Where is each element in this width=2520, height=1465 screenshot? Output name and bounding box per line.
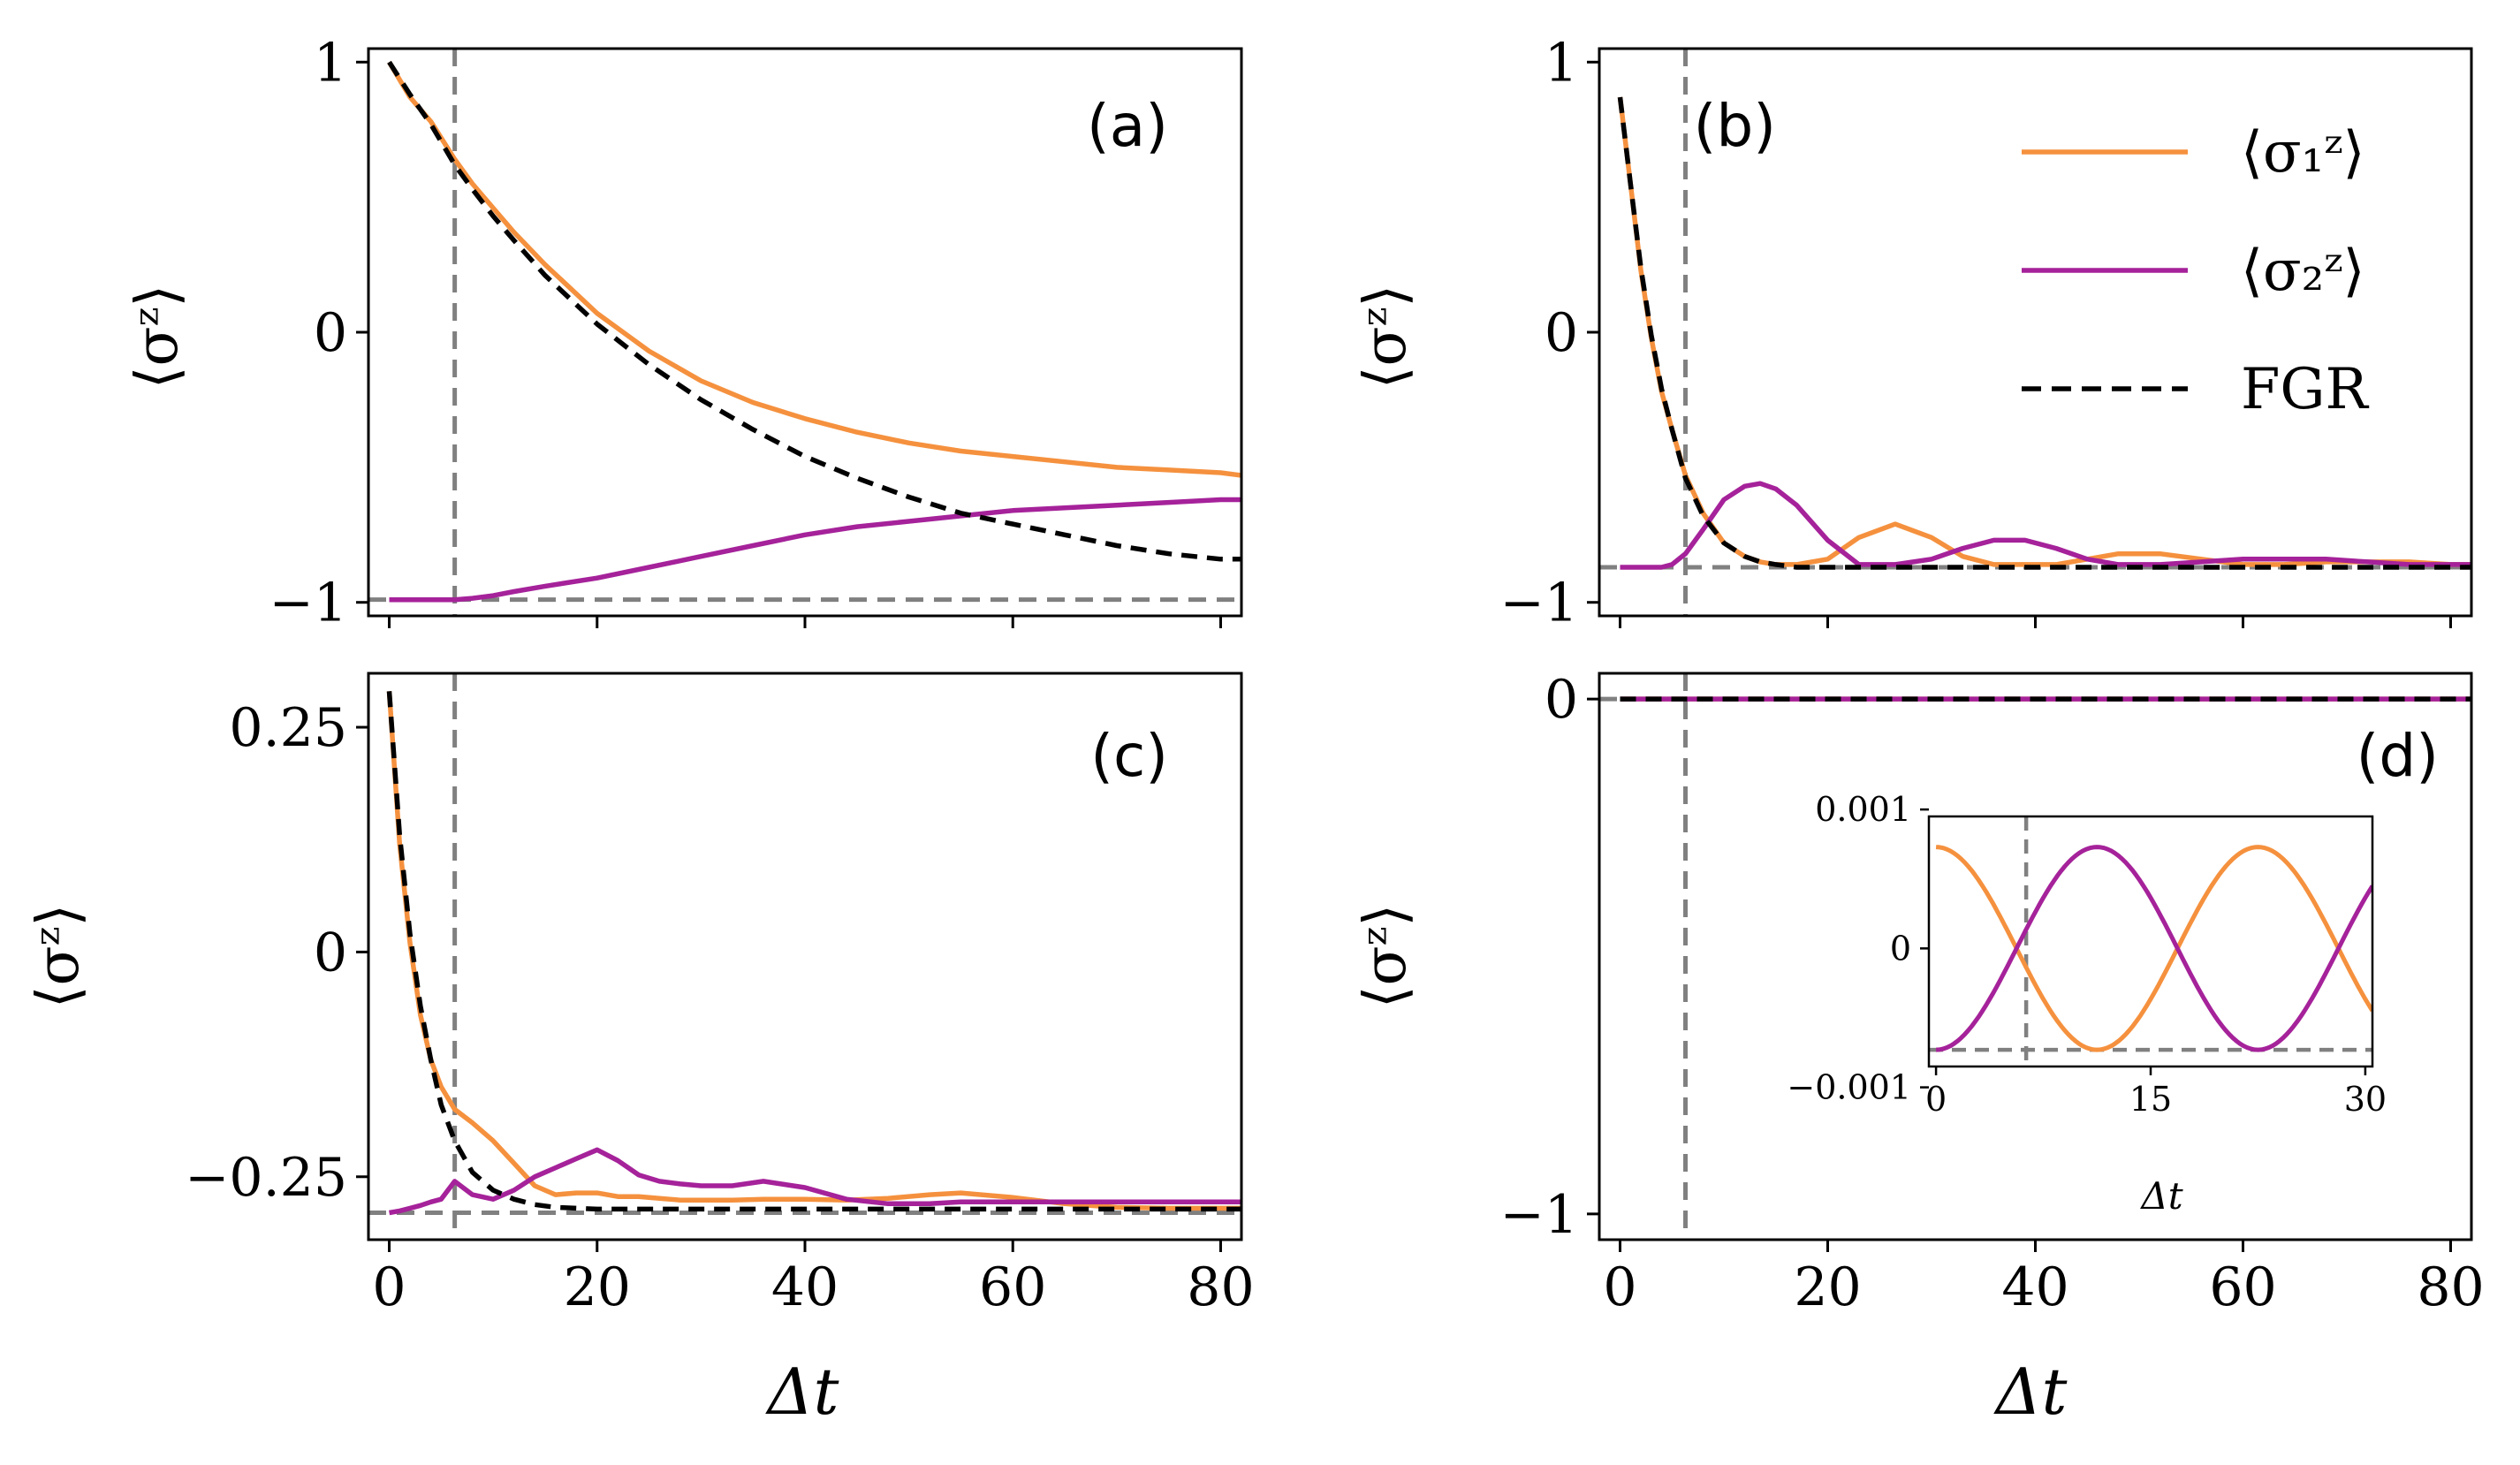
x-tick-label-c-40: 40 [771,1256,839,1318]
y-tick-label-inset-2: −0.001 [1787,1068,1911,1107]
x-tick-label-c-80: 80 [1187,1256,1254,1318]
panel-a: (a) ⟨σᶻ⟩ [123,92,1168,389]
series-a-sigma2 [389,497,1241,603]
y-tick-label-c-0: 0.25 [229,697,347,759]
y-tick-label-a-1: 0 [314,302,347,364]
series-c-fgr [386,691,1241,1212]
plot-area-inset: 0 15 30 0.001 0 −0.001 [1787,790,2387,1119]
panel-d-ylabel: ⟨σᶻ⟩ [1351,904,1419,1008]
y-tick-label-inset-1: 0 [1890,929,1911,968]
plot-area-c: 0 20 40 60 80 0.25 0 −0.25 [185,672,1255,1318]
y-tick-label-a-2: −1 [269,573,347,634]
series-c-sigma1 [386,691,1241,1211]
plot-area-d: 0 20 40 60 80 0 −1 [1500,669,2485,1318]
x-tick-label-c-0: 0 [372,1256,406,1318]
legend-label-sigma1: ⟨σ₁ᶻ⟩ [2241,120,2364,186]
x-tick-label-d-0: 0 [1603,1256,1636,1318]
panel-c: (c) ⟨σᶻ⟩ Δt [24,722,1168,1429]
x-tick-label-d-60: 60 [2209,1256,2276,1318]
plot-area-a: 1 0 −1 [269,32,1243,634]
panel-a-ylabel: ⟨σᶻ⟩ [123,285,191,389]
panel-d: (d) ⟨σᶻ⟩ Δt Δt [1351,722,2439,1429]
y-tick-label-a-0: 1 [314,32,347,94]
y-tick-label-c-2: −0.25 [185,1147,347,1209]
panel-c-xlabel: Δt [765,1355,840,1429]
legend: ⟨σ₁ᶻ⟩ ⟨σ₂ᶻ⟩ FGR [2022,120,2370,422]
x-tick-label-inset-0: 0 [1925,1080,1947,1119]
series-a-fgr [387,60,1241,562]
legend-label-sigma2: ⟨σ₂ᶻ⟩ [2241,239,2364,304]
series-c-sigma2 [389,1147,1241,1216]
x-tick-label-d-80: 80 [2417,1256,2484,1318]
series-inset-sigma1 [1935,845,2372,1052]
y-tick-label-c-1: 0 [314,922,347,983]
panel-d-xlabel: Δt [1993,1355,2068,1429]
series-a-sigma1 [387,60,1241,478]
panel-d-tag: (d) [2357,722,2439,790]
y-tick-label-b-1: 0 [1545,302,1578,364]
x-tick-label-c-60: 60 [979,1256,1046,1318]
legend-label-fgr: FGR [2241,357,2370,422]
panel-b-ylabel: ⟨σᶻ⟩ [1351,285,1419,389]
series-b-sigma2 [1620,481,2471,570]
y-tick-label-b-2: −1 [1500,573,1578,634]
panel-b: (b) ⟨σᶻ⟩ [1351,92,1776,389]
panel-c-ylabel: ⟨σᶻ⟩ [24,904,92,1008]
x-tick-label-c-20: 20 [564,1256,631,1318]
plot-area-b: 1 0 −1 [1500,32,2473,634]
x-tick-label-inset-30: 30 [2344,1080,2387,1119]
y-tick-label-d-1: −1 [1500,1184,1578,1246]
axes-frame-inset [1927,815,2374,1068]
panel-c-tag: (c) [1090,722,1168,790]
inset-xlabel: Δt [2139,1174,2182,1218]
x-tick-label-d-40: 40 [2001,1256,2068,1318]
y-tick-label-b-0: 1 [1545,32,1578,94]
series-inset-sigma2 [1935,845,2372,1052]
panel-b-tag: (b) [1694,92,1776,160]
series-b-fgr [1617,96,2471,570]
y-tick-label-d-0: 0 [1545,669,1578,731]
panel-a-tag: (a) [1087,92,1168,160]
x-tick-label-inset-15: 15 [2129,1080,2172,1119]
x-tick-label-d-20: 20 [1794,1256,1861,1318]
y-tick-label-inset-0: 0.001 [1815,790,1911,829]
